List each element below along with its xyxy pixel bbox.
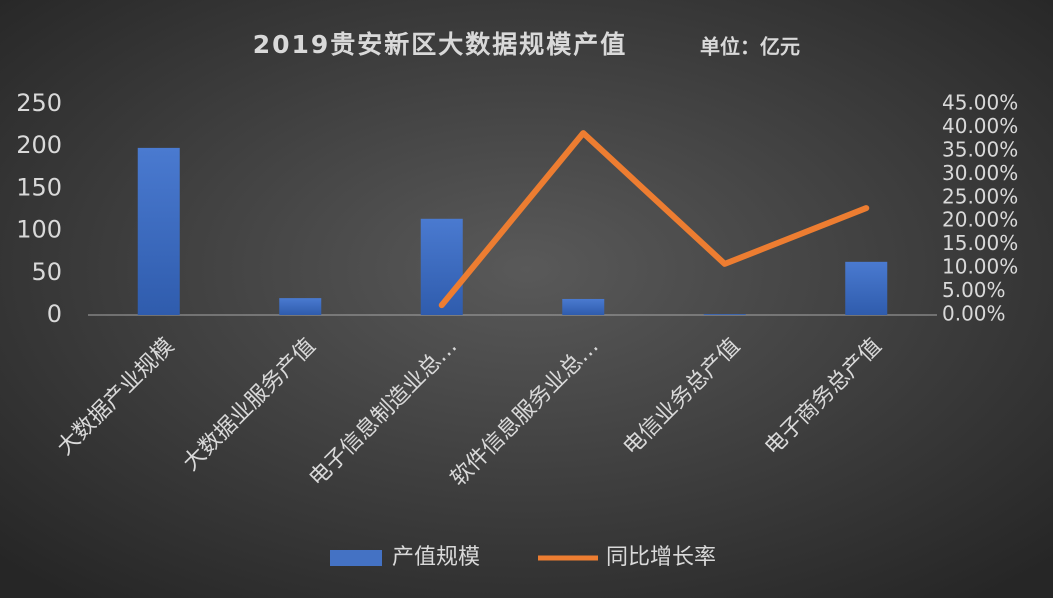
y2-tick-label: 15.00%: [942, 231, 1018, 255]
bar: [279, 298, 322, 315]
y-tick-label: 50: [31, 258, 62, 286]
bar: [703, 314, 746, 315]
y2-tick-label: 0.00%: [942, 302, 1006, 326]
y2-tick-label: 40.00%: [942, 114, 1018, 138]
y-tick-label: 100: [16, 216, 62, 244]
bar: [137, 147, 180, 315]
line: [438, 130, 870, 309]
bar: [845, 261, 888, 315]
legend-swatch: [330, 550, 382, 566]
bar: [562, 298, 605, 315]
y2-tick-label: 10.00%: [942, 255, 1018, 279]
bar: [420, 218, 463, 315]
y2-tick-label: 45.00%: [942, 91, 1018, 115]
y-tick-label: 0: [47, 300, 62, 328]
y2-tick-label: 35.00%: [942, 137, 1018, 161]
y2-tick-label: 20.00%: [942, 208, 1018, 232]
y-tick-label: 250: [16, 89, 62, 117]
y2-tick-label: 5.00%: [942, 278, 1006, 302]
y-tick-label: 200: [16, 131, 62, 159]
chart-title: 2019贵安新区大数据规模产值: [253, 30, 628, 59]
legend-label: 产值规模: [392, 545, 480, 570]
y2-tick-label: 30.00%: [942, 161, 1018, 185]
y-tick-label: 150: [16, 173, 62, 201]
chart-subtitle: 单位：亿元: [700, 35, 800, 59]
y2-tick-label: 25.00%: [942, 184, 1018, 208]
legend-label: 同比增长率: [606, 545, 716, 570]
